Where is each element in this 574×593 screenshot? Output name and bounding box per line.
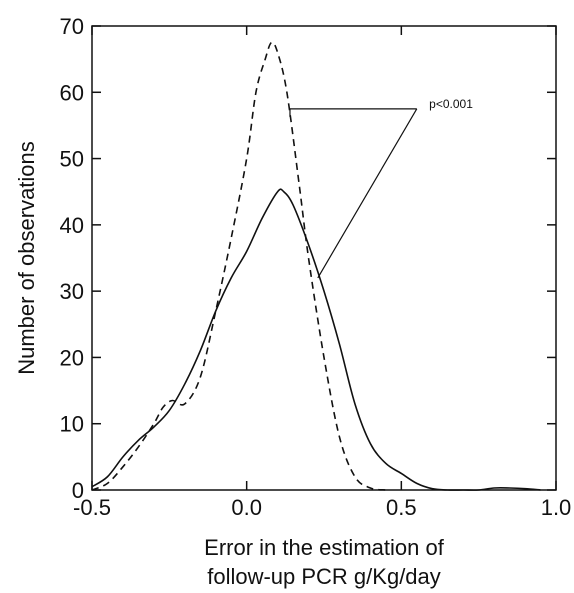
y-tick-label: 40 [60, 213, 84, 238]
x-ticks: -0.5 0.0 0.5 1.0 [73, 26, 571, 520]
y-tick-label: 60 [60, 80, 84, 105]
x-tick-label: 1.0 [541, 495, 572, 520]
y-axis-label: Number of observations [14, 141, 39, 375]
y-tick-label: 30 [60, 279, 84, 304]
y-tick-label: 50 [60, 147, 84, 172]
plot-area: 0 10 20 30 40 50 60 70 -0.5 0.0 0.5 1.0 p<0.001 [60, 14, 572, 520]
p-value-annotation: p<0.001 [429, 97, 473, 111]
y-tick-label: 0 [72, 478, 84, 503]
x-tick-label: 0.0 [231, 495, 262, 520]
y-ticks: 0 10 20 30 40 50 60 70 [60, 14, 556, 503]
bracket-diagonal-line [317, 108, 418, 279]
y-tick-label: 10 [60, 412, 84, 437]
x-axis-label-line-2: follow-up PCR g/Kg/day [207, 564, 441, 589]
x-tick-label: 0.5 [386, 495, 417, 520]
series-group [91, 41, 541, 491]
x-tick-label: -0.5 [73, 495, 111, 520]
series-line-solid [91, 188, 541, 491]
series-line-dashed [91, 41, 386, 491]
y-tick-label: 70 [60, 14, 84, 39]
y-tick-label: 20 [60, 345, 84, 370]
plot-frame [91, 25, 557, 491]
significance-bracket [289, 108, 418, 279]
x-axis-label-line-1: Error in the estimation of [204, 535, 445, 560]
